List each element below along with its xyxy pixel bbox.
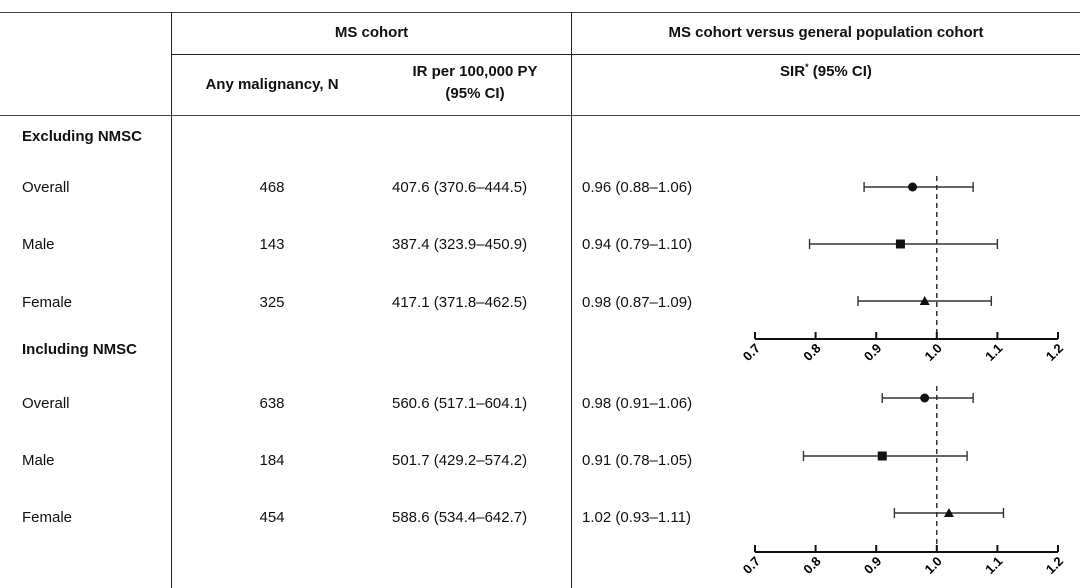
row-sir: 1.02 (0.93–1.11) (582, 509, 691, 526)
x-tick-label: 0.9 (861, 554, 884, 577)
x-tick-label: 0.7 (740, 554, 763, 577)
x-tick-label: 1.1 (982, 554, 1005, 577)
point-estimate-circle (908, 182, 918, 192)
header-divider (172, 54, 1080, 55)
row-sir: 0.91 (0.78–1.05) (582, 452, 693, 469)
header-bottom-border (0, 115, 1080, 116)
row-n: 325 (259, 294, 285, 311)
x-tick-label: 0.8 (800, 341, 823, 364)
top-border (0, 12, 1080, 13)
row-label: Male (22, 236, 55, 253)
x-tick-label: 0.7 (740, 341, 763, 364)
ir-header-line1: IR per 100,000 PY (412, 63, 538, 80)
section-title-excluding: Excluding NMSC (22, 128, 143, 145)
row-label: Female (22, 294, 73, 311)
row-ir: 588.6 (534.4–642.7) (392, 509, 528, 526)
sir-header: SIR* (95% CI) (572, 56, 1080, 83)
row-label: Female (22, 509, 73, 526)
any-malignancy-header: Any malignancy, N (205, 76, 339, 93)
x-tick-label: 1.0 (922, 554, 945, 577)
row-n: 454 (259, 509, 285, 526)
row-sir: 0.98 (0.87–1.09) (582, 294, 693, 311)
point-estimate-triangle (919, 296, 930, 305)
row-label: Overall (22, 395, 70, 412)
row-label: Overall (22, 179, 70, 196)
row-sir: 0.98 (0.91–1.06) (582, 395, 693, 412)
row-ir: 501.7 (429.2–574.2) (392, 452, 528, 469)
x-tick-label: 0.8 (800, 554, 823, 577)
x-tick-label: 1.0 (922, 341, 945, 364)
section-title-including: Including NMSC (22, 341, 137, 358)
row-ir: 407.6 (370.6–444.5) (392, 179, 528, 196)
x-tick-label: 1.2 (1043, 341, 1066, 364)
sir-ci-label: (95% CI) (808, 63, 872, 80)
comparison-header: MS cohort versus general population coho… (668, 24, 984, 41)
row-n: 184 (259, 452, 285, 469)
row-ir: 417.1 (371.8–462.5) (392, 294, 528, 311)
row-n: 143 (259, 236, 285, 253)
row-sir: 0.96 (0.88–1.06) (582, 179, 693, 196)
ms-cohort-header: MS cohort (334, 24, 409, 41)
sir-footnote-mark: * (805, 62, 809, 72)
point-estimate-circle (920, 393, 930, 403)
row-label: Male (22, 452, 55, 469)
row-sir: 0.94 (0.79–1.10) (582, 236, 693, 253)
point-estimate-square (877, 451, 887, 461)
row-n: 468 (259, 179, 285, 196)
x-tick-label: 1.1 (982, 341, 1005, 364)
row-n: 638 (259, 395, 285, 412)
x-tick-label: 0.9 (861, 341, 884, 364)
row-ir: 387.4 (323.9–450.9) (392, 236, 528, 253)
x-tick-label: 1.2 (1043, 554, 1066, 577)
column-divider-right (571, 12, 572, 588)
ir-header: IR per 100,000 PY (95% CI) (380, 61, 570, 105)
column-divider-left (171, 12, 172, 588)
row-ir: 560.6 (517.1–604.1) (392, 395, 528, 412)
point-estimate-triangle (943, 508, 954, 517)
ir-header-line2: (95% CI) (445, 85, 505, 102)
point-estimate-square (895, 239, 905, 249)
sir-label: SIR (780, 63, 806, 80)
